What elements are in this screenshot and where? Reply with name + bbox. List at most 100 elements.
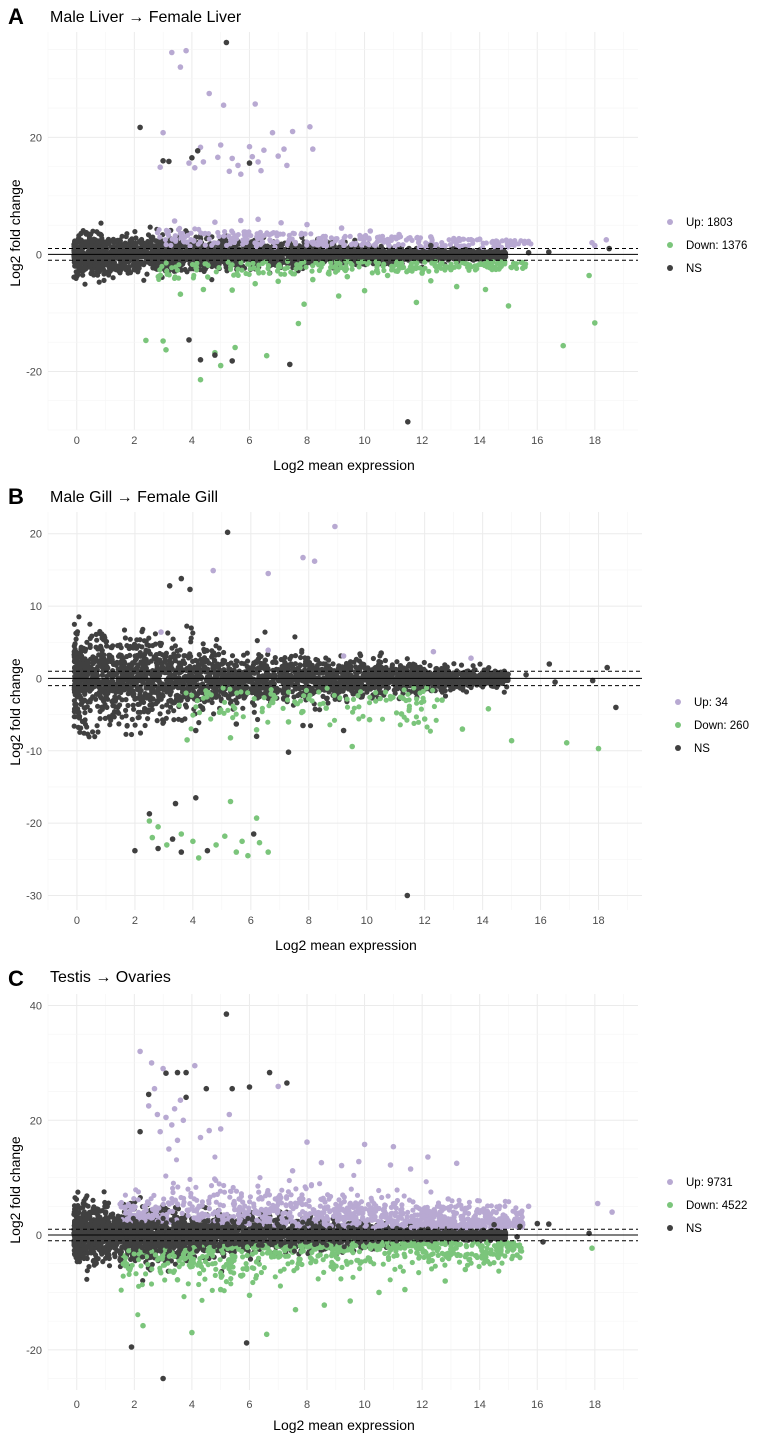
ns-cloud-point — [151, 248, 157, 254]
down-cloud-point — [205, 274, 211, 280]
ns-cloud-point — [184, 269, 190, 275]
up-cloud-point — [274, 239, 280, 245]
ns-cloud-point — [150, 643, 156, 649]
ns-cloud-point — [99, 631, 105, 637]
ns-cloud-point — [232, 258, 238, 264]
ns-cloud-point — [187, 671, 193, 678]
ns-cloud-point — [150, 264, 156, 271]
up-cloud-point — [322, 233, 328, 239]
ns-cloud-point — [308, 251, 314, 257]
ns-cloud-point — [82, 281, 88, 287]
ns-cloud-point — [92, 245, 98, 251]
ns-cloud-point — [149, 237, 155, 243]
ns-cloud-point — [127, 645, 133, 651]
y-tick-label: -10 — [26, 746, 42, 758]
ns-cloud-point — [155, 262, 161, 268]
data-point-up — [258, 167, 264, 174]
ns-cloud-point — [95, 703, 101, 709]
ns-cloud-point — [404, 249, 410, 255]
data-point-up — [226, 168, 233, 175]
ns-cloud-point — [197, 250, 203, 256]
ns-cloud-point — [110, 275, 116, 281]
up-cloud-point — [241, 229, 247, 235]
up-cloud-point — [480, 244, 486, 250]
data-point-ns — [223, 39, 230, 46]
data-point-up — [217, 142, 224, 148]
ns-cloud-point — [451, 661, 457, 667]
down-cloud-point — [309, 268, 315, 274]
up-cloud-point — [172, 233, 178, 239]
data-point-up — [171, 218, 178, 224]
ns-cloud-point — [190, 630, 196, 636]
ns-cloud-point — [76, 614, 82, 620]
up-cloud-point — [466, 242, 472, 248]
down-cloud-point — [349, 262, 355, 268]
ns-cloud-point — [113, 267, 119, 273]
ns-cloud-point — [121, 627, 128, 633]
ns-cloud-point — [404, 656, 410, 662]
ns-cloud-point — [101, 277, 107, 283]
ns-cloud-point — [319, 252, 325, 258]
x-tick-label: 4 — [189, 435, 195, 447]
up-cloud-point — [515, 241, 522, 247]
down-cloud-point — [278, 271, 284, 277]
ns-cloud-point — [366, 254, 372, 260]
up-cloud-point — [175, 227, 182, 233]
legend-key-up — [667, 219, 673, 225]
data-point-up — [428, 234, 434, 240]
ns-cloud-point — [101, 698, 107, 704]
data-point-up — [508, 241, 515, 248]
up-cloud-point — [521, 240, 527, 247]
ns-cloud-point — [130, 262, 136, 268]
up-cloud-point — [291, 231, 297, 237]
down-cloud-point — [408, 261, 414, 267]
down-cloud-point — [297, 265, 303, 271]
ns-cloud-point — [244, 244, 250, 250]
up-cloud-point — [181, 239, 187, 245]
data-point-ns — [197, 357, 204, 363]
down-cloud-point — [193, 265, 199, 271]
data-point-down — [229, 287, 235, 293]
ns-cloud-point — [77, 261, 83, 267]
ns-cloud-point — [112, 704, 118, 710]
grid — [47, 32, 638, 431]
down-cloud-point — [282, 266, 288, 272]
ns-cloud-point — [123, 697, 129, 703]
down-cloud-point — [389, 267, 395, 273]
down-cloud-point — [288, 269, 294, 275]
ns-cloud-point — [427, 662, 433, 669]
down-cloud-point — [364, 261, 370, 267]
down-cloud-point — [266, 270, 272, 276]
ns-cloud-point — [98, 232, 104, 238]
ns-cloud-point — [247, 249, 253, 255]
data-point-down — [160, 338, 166, 344]
ns-cloud-point — [168, 671, 174, 678]
up-cloud-point — [163, 242, 169, 248]
data-point-down — [310, 276, 316, 283]
ns-cloud-point — [397, 663, 404, 669]
panel-letter: B — [8, 484, 24, 509]
ns-cloud-point — [312, 706, 318, 712]
data-point-ns — [212, 352, 218, 358]
data-point-down — [263, 352, 270, 359]
ns-cloud-point — [83, 231, 89, 237]
down-cloud-point — [453, 260, 459, 266]
ns-cloud-point — [299, 647, 305, 653]
series-ns — [137, 39, 612, 425]
down-cloud-point — [343, 266, 350, 272]
down-cloud-point — [235, 266, 241, 272]
up-cloud-point — [311, 239, 317, 245]
ns-cloud-point — [190, 658, 196, 665]
ns-cloud-point — [338, 680, 344, 686]
ns-cloud-point — [211, 711, 217, 717]
up-cloud-point — [447, 242, 453, 248]
x-tick-label: 16 — [534, 915, 546, 927]
ns-cloud-point — [96, 268, 103, 275]
ns-cloud-point — [117, 243, 123, 249]
up-cloud-point — [162, 237, 168, 243]
x-tick-label: 2 — [131, 435, 137, 447]
y-tick-label: -20 — [26, 818, 42, 830]
data-point-down — [197, 376, 204, 383]
data-point-up — [238, 171, 244, 177]
